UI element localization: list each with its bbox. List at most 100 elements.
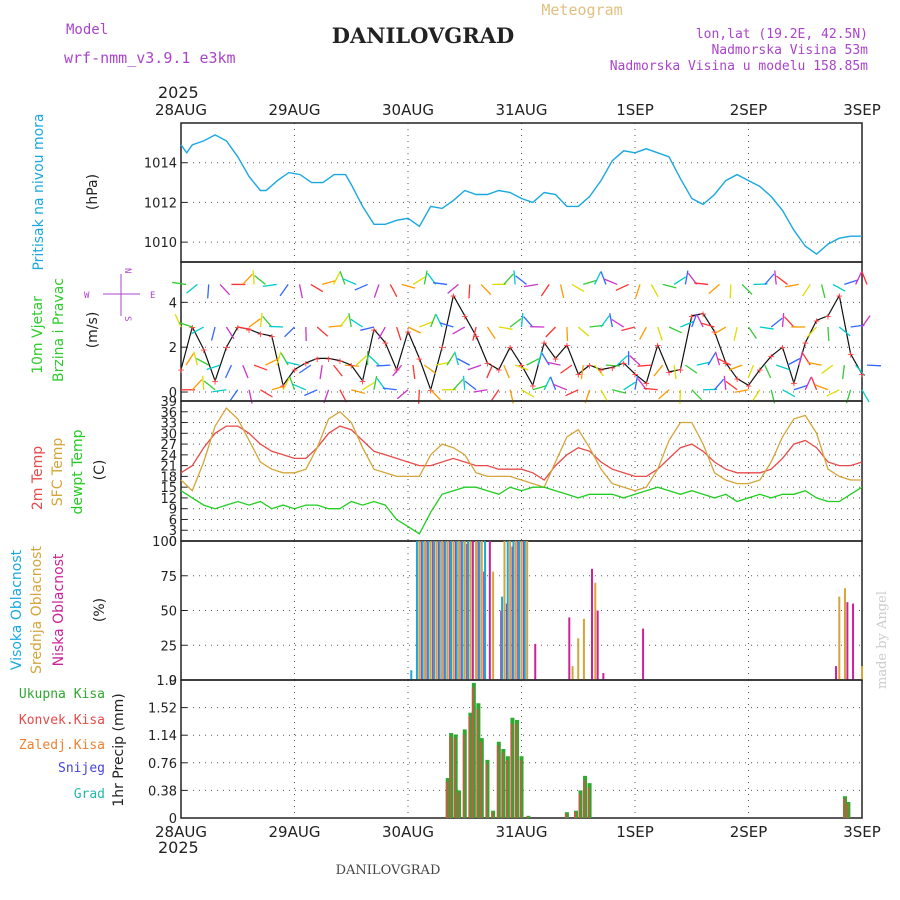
wind-arrow-2-3: [207, 284, 210, 299]
wind-arrow-42-3: [662, 283, 677, 289]
wind-arrow-59-2: [850, 324, 865, 328]
wind-arrow-19-0: [382, 387, 397, 391]
wind-point-2: +: [200, 343, 207, 356]
wind-point-38: +: [609, 361, 616, 374]
wind-arrow-46-2: [696, 314, 704, 328]
wind-arrow-49-0: [725, 380, 738, 391]
wind-arrow-38-3: [604, 278, 618, 286]
wind-arrow-54-3: [784, 283, 800, 288]
wind-arrow-18-3: [389, 284, 398, 298]
wind-arrow-57-1: [821, 364, 834, 374]
precip-conv-bar-8: [479, 741, 482, 818]
wind-arrow-31-3: [523, 283, 538, 288]
wind-arrow-34-3: [571, 283, 585, 293]
cloud-bar-1-25: [582, 618, 585, 680]
wind-arrow-32-3: [540, 284, 550, 297]
cloud-bar-0-18: [512, 541, 515, 680]
wind-arrow-50-2: [747, 326, 757, 339]
x-tick-top-0: 28AUG: [155, 101, 207, 119]
ytick-label-2-6: 18: [160, 470, 177, 485]
wind-point-23: +: [439, 341, 446, 354]
wind-arrow-48-0: [723, 375, 727, 390]
high-cloud-label: Visoka Oblacnost: [9, 549, 25, 670]
wind-arrow-31-2: [523, 316, 534, 328]
ytick-label-0-0: 1010: [144, 236, 177, 251]
cloud-bar-2-13: [488, 541, 491, 680]
wind-point-27: +: [484, 357, 491, 370]
wind-arrow-54-2: [783, 316, 795, 328]
wind-arrow-12-0: [304, 389, 318, 397]
wind-arrow-20-1: [412, 365, 416, 380]
precip-conv-bar-5: [468, 716, 471, 818]
cloud-bar-1-12: [480, 541, 483, 680]
wind-arrow-1-3: [186, 283, 198, 294]
precip-conv-bar-12: [501, 752, 504, 818]
wind-arrow-33-3: [559, 284, 565, 299]
wind-arrow-60-1: [866, 364, 882, 367]
temp-line-2: [180, 486, 863, 535]
wind-arrow-44-3: [684, 270, 689, 285]
wind-arrow-48-2: [713, 326, 727, 335]
wind-arrow-17-1: [368, 354, 380, 366]
wind-point-41: +: [643, 377, 650, 390]
ytick-label-2-7: 21: [160, 460, 177, 475]
wind-arrow-51-0: [751, 389, 761, 402]
wind-arrow-60-0: [861, 389, 870, 403]
cloud-bar-2-33: [852, 603, 855, 680]
wind-arrow-37-2: [600, 315, 610, 328]
wind-point-20: +: [405, 326, 412, 339]
wind-arrow-56-0: [810, 376, 818, 391]
model-name: wrf-nmm_v3.9.1 e3km: [64, 49, 236, 67]
wind-arrow-10-0: [289, 376, 296, 391]
wind-arrow-45-2: [691, 313, 698, 328]
ytick-label-0-2: 1014: [144, 157, 177, 172]
ytick-label-2-2: 6: [169, 513, 177, 528]
wind-arrow-9-0: [282, 377, 291, 391]
wind-arrow-43-2: [668, 326, 683, 334]
wind-arrow-31-1: [537, 351, 543, 366]
wind-arrow-24-1: [454, 351, 460, 366]
model-elevation: Nadmorska Visina u modelu 158.85m: [610, 59, 868, 74]
wind-arrow-8-1: [276, 351, 282, 366]
wind-arrow-38-1: [616, 355, 628, 366]
compass-icon: W E N S: [84, 268, 155, 321]
wind-arrow-18-2: [377, 326, 386, 340]
wind-arrow-35-3: [583, 279, 597, 286]
cloud-bar-0-5: [438, 541, 441, 680]
wind-arrow-21-3: [423, 270, 428, 285]
cloud-bar-2-10: [471, 541, 474, 680]
cloud-bar-1-32: [843, 588, 846, 680]
wind-arrow-6-3: [252, 270, 255, 285]
wind-point-32: +: [541, 337, 548, 350]
wind-arrow-29-3: [513, 270, 516, 285]
wind-arrow-36-1: [594, 364, 604, 377]
cloud-bar-1-1: [418, 541, 421, 680]
cloud-bar-0-16: [501, 596, 504, 680]
wind-arrow-32-1: [541, 352, 550, 366]
wind-arrow-57-3: [832, 283, 846, 292]
wind-arrow-1-0: [191, 379, 203, 391]
precip-conv-bar-23: [842, 798, 845, 818]
cloud-bar-1-23: [571, 666, 574, 680]
wind-arrow-52-1: [775, 364, 790, 371]
wind-arrow-56-2: [806, 326, 818, 338]
wind-arrow-52-3: [774, 270, 777, 285]
wind-arrow-14-2: [339, 315, 349, 328]
cloud-bar-1-11: [475, 541, 478, 680]
wind-arrow-58-3: [844, 279, 858, 286]
ytick-label-4-4: 1.52: [148, 702, 177, 717]
dewpt-label: dewpt Temp: [70, 429, 86, 514]
cloud-bar-1-31: [838, 596, 841, 680]
wind-arrow-9-2: [269, 325, 284, 328]
wind-arrow-8-3: [262, 283, 277, 287]
wind-point-25: +: [461, 310, 468, 323]
wind-arrow-47-3: [708, 283, 720, 295]
wind-arrow-2-1: [196, 357, 210, 366]
compass-s: S: [122, 316, 132, 321]
cloud-bar-1-16: [503, 541, 506, 680]
ytick-label-1-2: 4: [169, 296, 177, 311]
wind-arrow-37-1: [605, 364, 620, 367]
wind-arrow-16-2: [350, 318, 363, 328]
cloud-bar-0-8: [455, 541, 458, 680]
wind-arrow-13-1: [333, 364, 343, 377]
